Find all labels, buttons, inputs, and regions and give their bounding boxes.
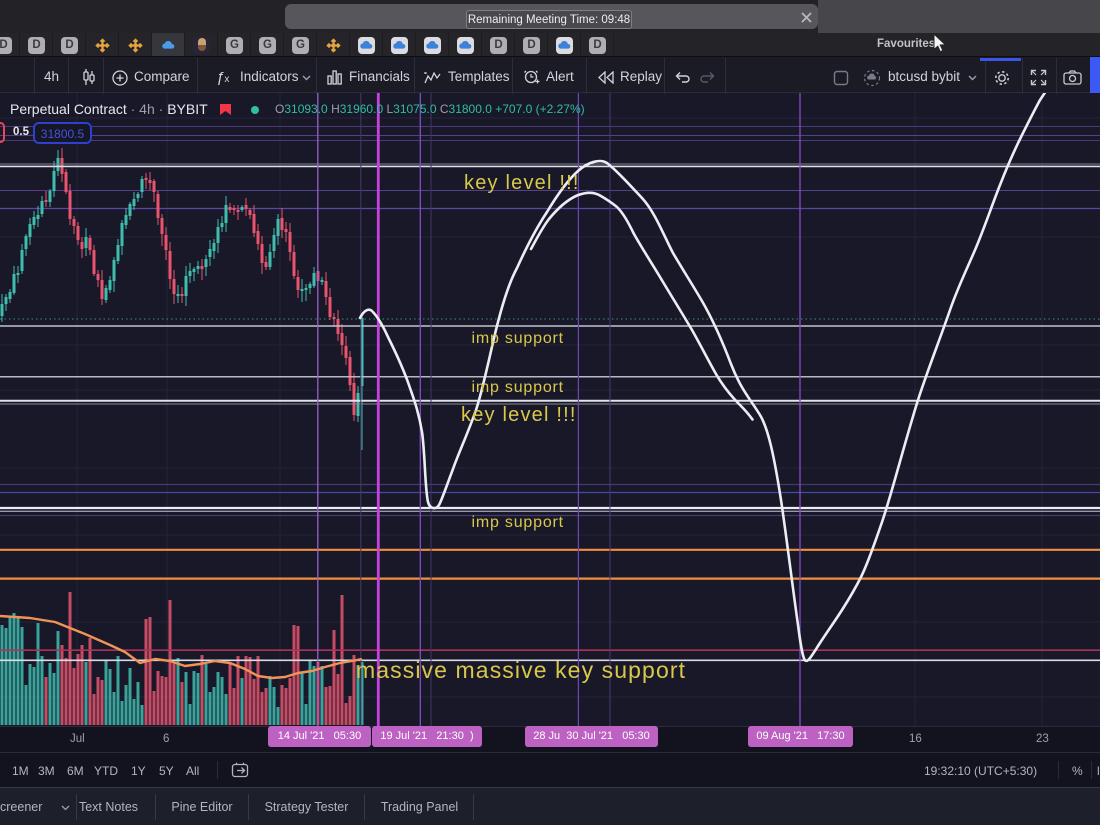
svg-text:key level !!!: key level !!! <box>461 404 577 426</box>
svg-text:imp support: imp support <box>472 379 564 396</box>
svg-text:massive massive key support: massive massive key support <box>356 657 686 683</box>
svg-text:imp support: imp support <box>472 330 564 347</box>
svg-text:key level !!!: key level !!! <box>464 172 580 194</box>
svg-text:imp support: imp support <box>472 514 564 531</box>
